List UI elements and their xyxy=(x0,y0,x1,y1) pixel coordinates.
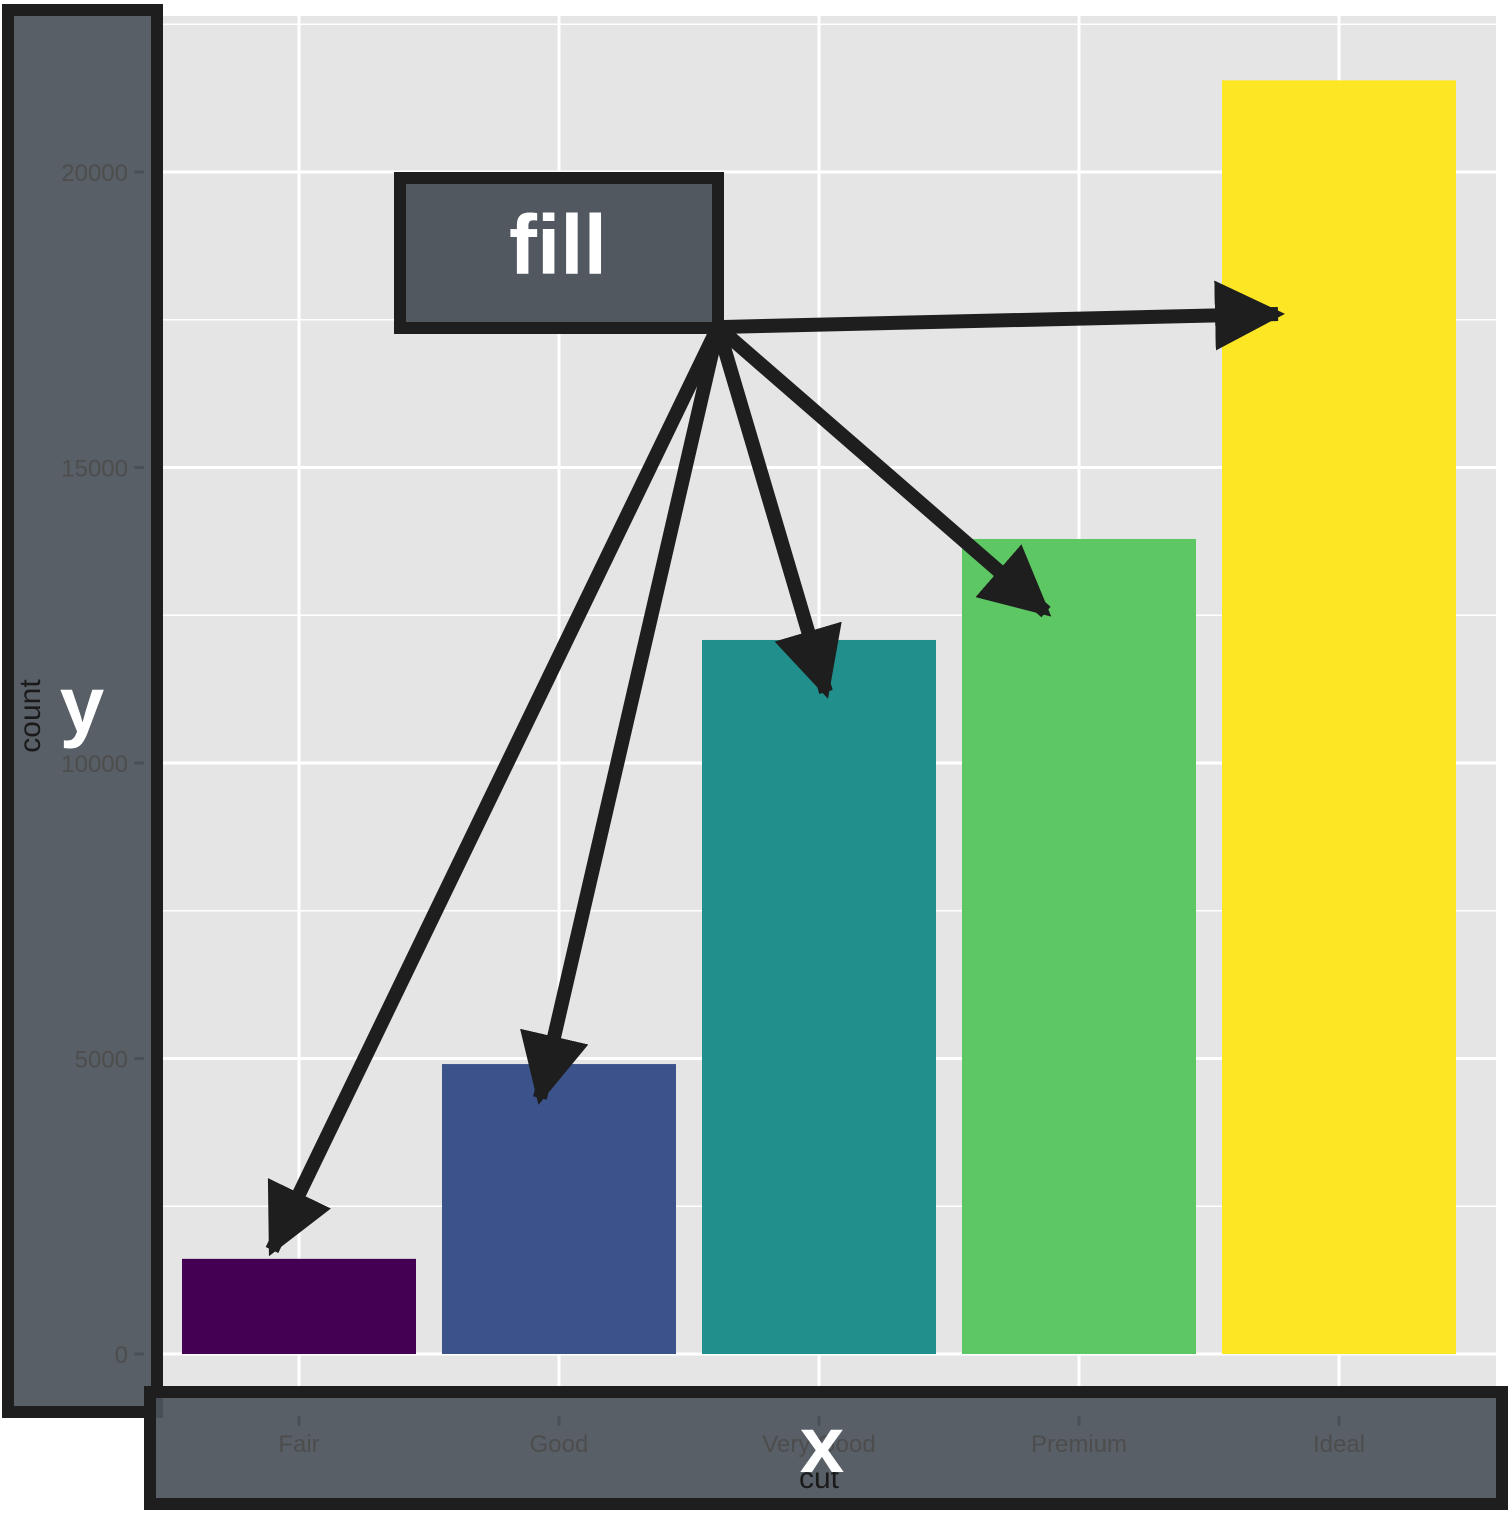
arrow-to-very-good xyxy=(711,325,842,699)
x-tick-label: Fair xyxy=(278,1431,319,1458)
arrow-to-ideal xyxy=(717,280,1285,351)
fill-arrows xyxy=(265,280,1285,1257)
x-axis-title: cut xyxy=(799,1462,840,1495)
x-box-label: x xyxy=(800,1400,845,1489)
arrow-to-good xyxy=(520,325,725,1105)
bar-premium xyxy=(962,538,1196,1354)
y-aesthetic-box xyxy=(2,4,163,1418)
x-tick-labels: Fair Good Very Good Premium Ideal xyxy=(278,1431,1365,1458)
bar-very-good xyxy=(702,639,936,1354)
x-tick-label: Good xyxy=(530,1431,589,1458)
x-tick-label: Ideal xyxy=(1313,1431,1365,1458)
y-axis-title: count xyxy=(14,679,47,753)
y-box-label: y xyxy=(60,660,105,749)
fill-box-label: fill xyxy=(509,198,607,292)
arrow-to-fair xyxy=(265,323,725,1257)
x-aesthetic-box xyxy=(144,1386,1508,1510)
y-tick-label: 10000 xyxy=(61,751,128,778)
bar-ideal xyxy=(1222,80,1456,1354)
x-tick-label: Premium xyxy=(1031,1431,1127,1458)
bar-fair xyxy=(182,1258,416,1354)
y-tick-labels: 0 5000 10000 15000 20000 xyxy=(61,160,128,1369)
y-tick-label: 5000 xyxy=(75,1047,128,1074)
arrow-to-premium xyxy=(713,321,1052,618)
y-tick-label: 0 xyxy=(115,1342,128,1369)
bar-good xyxy=(442,1064,676,1354)
fill-aesthetic-box xyxy=(394,172,724,334)
y-tick-label: 15000 xyxy=(61,456,128,483)
x-tick-label: Very Good xyxy=(762,1431,875,1458)
y-tick-label: 20000 xyxy=(61,160,128,187)
